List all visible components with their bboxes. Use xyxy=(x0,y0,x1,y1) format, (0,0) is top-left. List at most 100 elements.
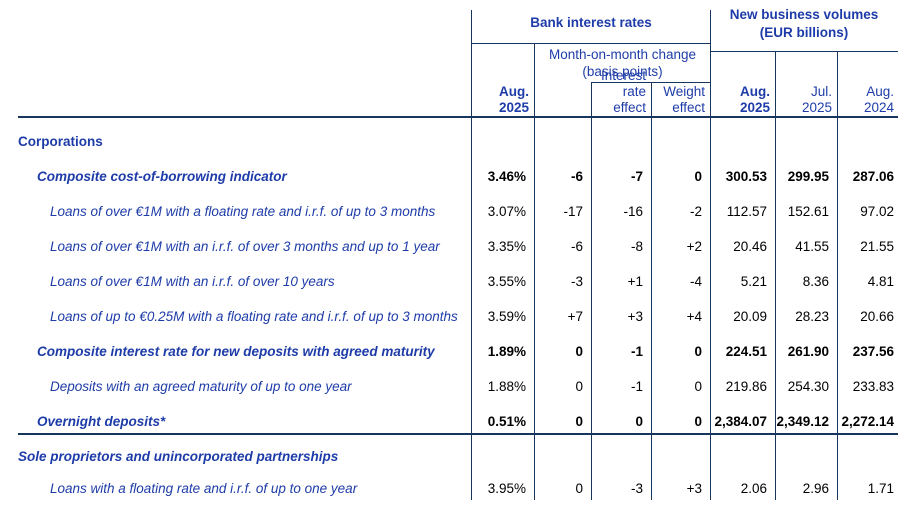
volumes-title-line1: New business volumes xyxy=(729,7,879,22)
colhead-we-line1: Weight xyxy=(663,84,705,99)
cell-interest-rate-effect: -3 xyxy=(630,481,643,496)
cell-rate: 0.51% xyxy=(487,414,526,429)
cell-rate: 3.46% xyxy=(487,169,526,184)
colhead-vol-aug-2025: Aug. 2025 xyxy=(710,84,775,116)
cell-mom-change: 0 xyxy=(575,379,583,394)
cell-mom-change: -6 xyxy=(570,239,583,254)
cell-weight-effect: -4 xyxy=(689,274,702,289)
colhead-rate-aug-2025-line2: 2025 xyxy=(498,100,529,115)
cell-vol-aug-2025: 112.57 xyxy=(726,204,767,219)
vline-rate-col-left xyxy=(471,10,472,500)
cell-weight-effect: +4 xyxy=(686,309,702,324)
mom-change-title-line2: (basis points) xyxy=(582,64,663,79)
cell-vol-jul-2025: 28.23 xyxy=(795,309,829,324)
cell-weight-effect: -2 xyxy=(689,204,702,219)
cell-vol-jul-2025: 254.30 xyxy=(787,379,829,394)
colhead-ire-line1: Interest xyxy=(600,68,646,83)
hline-under-volumes-title xyxy=(710,51,898,52)
table-row-loans-1m-3m-1y: Loans of over €1M with an i.r.f. of over… xyxy=(0,223,898,258)
cell-mom-change: 0 xyxy=(575,481,583,496)
cell-vol-jul-2025: 41.55 xyxy=(795,239,829,254)
cell-mom-change: -3 xyxy=(570,274,583,289)
cell-interest-rate-effect: -8 xyxy=(630,239,643,254)
cell-weight-effect: 0 xyxy=(694,414,702,429)
cell-vol-aug-2025: 5.21 xyxy=(740,274,767,289)
table-row-loans-1m-10y: Loans of over €1M with an i.r.f. of over… xyxy=(0,258,898,293)
vline-mom-left xyxy=(534,43,535,500)
row-label: Corporations xyxy=(18,134,103,149)
cell-mom-change: +7 xyxy=(567,309,583,324)
cell-vol-jul-2025: 8.36 xyxy=(802,274,829,289)
row-label: Loans of over €1M with an i.r.f. of over… xyxy=(50,239,440,254)
cell-weight-effect: 0 xyxy=(694,169,702,184)
cell-vol-jul-2025: 152.61 xyxy=(787,204,829,219)
hline-section-separator xyxy=(18,433,898,435)
cell-vol-aug-2024: 2,272.14 xyxy=(841,414,894,429)
colhead-rate-aug-2025-line1: Aug. xyxy=(499,84,529,99)
cell-rate: 3.59% xyxy=(487,309,526,324)
cell-vol-aug-2025: 2.06 xyxy=(740,481,767,496)
cell-interest-rate-effect: 0 xyxy=(635,414,643,429)
cell-vol-aug-2024: 4.81 xyxy=(867,274,894,289)
colhead-vol1-line1: Aug. xyxy=(740,84,770,99)
table-row-deposits-up-to-1y: Deposits with an agreed maturity of up t… xyxy=(0,363,898,398)
cell-rate: 1.88% xyxy=(487,379,526,394)
cell-vol-jul-2025: 2,349.12 xyxy=(776,414,829,429)
cell-rate: 3.35% xyxy=(487,239,526,254)
cell-rate: 1.89% xyxy=(487,344,526,359)
cell-vol-aug-2024: 1.71 xyxy=(867,481,894,496)
table-row-composite-deposits: Composite interest rate for new deposits… xyxy=(0,328,898,363)
volumes-title-line2: (EUR billions) xyxy=(759,25,849,40)
mom-change-title-line1: Month-on-month change xyxy=(548,47,697,62)
cell-weight-effect: +2 xyxy=(686,239,702,254)
table-row-loans-floating-1y: Loans with a floating rate and i.r.f. of… xyxy=(0,468,898,500)
table-row-overnight-deposits: Overnight deposits* 0.51% 0 0 0 2,384.07… xyxy=(0,398,898,433)
cell-mom-change: -17 xyxy=(563,204,583,219)
colhead-vol3-line1: Aug. xyxy=(866,84,894,99)
colhead-we-line2: effect xyxy=(672,100,705,115)
cell-weight-effect: 0 xyxy=(694,344,702,359)
cell-mom-change: 0 xyxy=(575,344,583,359)
row-label: Overnight deposits* xyxy=(37,414,166,429)
hline-header-bottom xyxy=(18,116,898,118)
cell-interest-rate-effect: -1 xyxy=(630,344,643,359)
colhead-vol1-line2: 2025 xyxy=(739,100,770,115)
table-row-composite-borrowing: Composite cost-of-borrowing indicator 3.… xyxy=(0,153,898,188)
cell-interest-rate-effect: -1 xyxy=(630,379,643,394)
colhead-weight-effect: Weight effect xyxy=(651,84,710,116)
table-row-corporations: Corporations xyxy=(0,118,898,153)
row-label: Deposits with an agreed maturity of up t… xyxy=(50,379,352,394)
row-label: Composite interest rate for new deposits… xyxy=(37,344,435,359)
colhead-interest-rate-effect: Interest rate effect xyxy=(591,68,651,116)
colhead-vol-jul-2025: Jul. 2025 xyxy=(775,84,837,116)
cell-vol-aug-2024: 20.66 xyxy=(860,309,894,324)
cell-rate: 3.07% xyxy=(487,204,526,219)
row-label: Loans of over €1M with an i.r.f. of over… xyxy=(50,274,335,289)
vline-vol2-left xyxy=(775,51,776,500)
cell-vol-aug-2025: 2,384.07 xyxy=(714,414,767,429)
colhead-vol2-line1: Jul. xyxy=(810,84,832,99)
cell-vol-aug-2024: 21.55 xyxy=(860,239,894,254)
cell-weight-effect: 0 xyxy=(694,379,702,394)
vline-vol3-left xyxy=(837,51,838,500)
cell-vol-jul-2025: 2.96 xyxy=(802,481,829,496)
cell-vol-aug-2024: 237.56 xyxy=(852,344,894,359)
colhead-vol3-line2: 2024 xyxy=(863,100,894,115)
colhead-ire-line2: rate effect xyxy=(613,84,646,115)
cell-vol-aug-2024: 233.83 xyxy=(852,379,894,394)
cell-vol-aug-2024: 287.06 xyxy=(852,169,894,184)
cell-vol-aug-2025: 20.46 xyxy=(733,239,767,254)
cell-mom-change: 0 xyxy=(575,414,583,429)
table-row-loans-025m-floating: Loans of up to €0.25M with a floating ra… xyxy=(0,293,898,328)
cell-mom-change: -6 xyxy=(570,169,583,184)
colhead-vol-aug-2024: Aug. 2024 xyxy=(837,84,898,116)
cell-vol-aug-2025: 219.86 xyxy=(725,379,767,394)
bank-interest-rates-title: Bank interest rates xyxy=(530,15,652,30)
table-row-loans-1m-floating: Loans of over €1M with a floating rate a… xyxy=(0,188,898,223)
colhead-rate-aug-2025: Aug. 2025 xyxy=(471,84,534,116)
table-row-sole-proprietors: Sole proprietors and unincorporated part… xyxy=(0,435,898,468)
vline-volumes-left xyxy=(710,10,711,500)
cell-vol-aug-2025: 20.09 xyxy=(733,309,767,324)
cell-rate: 3.55% xyxy=(487,274,526,289)
